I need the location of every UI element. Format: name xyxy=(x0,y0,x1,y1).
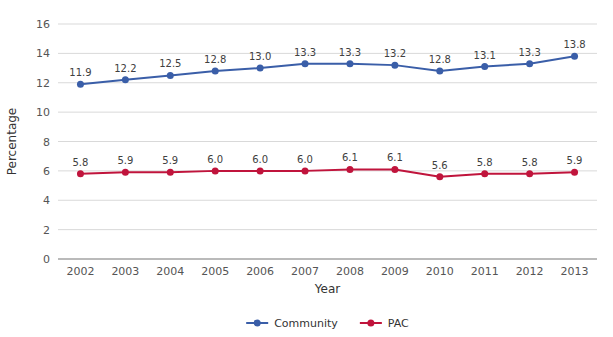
plot-area xyxy=(77,53,578,180)
point xyxy=(212,167,219,174)
point xyxy=(257,167,264,174)
data-label: 5.8 xyxy=(73,157,89,168)
point xyxy=(481,63,488,70)
y-tick-label: 16 xyxy=(36,18,50,31)
data-label: 5.9 xyxy=(162,155,178,166)
legend-label: PAC xyxy=(388,317,409,330)
legend-item: PAC xyxy=(360,317,409,330)
data-label: 13.3 xyxy=(294,47,316,58)
point xyxy=(481,170,488,177)
x-tick-label: 2009 xyxy=(381,265,409,278)
y-tick-label: 10 xyxy=(36,106,50,119)
data-label: 13.0 xyxy=(249,51,271,62)
data-label: 5.8 xyxy=(522,157,538,168)
data-label: 6.1 xyxy=(387,152,403,163)
grid-line xyxy=(58,229,597,230)
data-label: 12.5 xyxy=(159,58,181,69)
x-tick-label: 2006 xyxy=(246,265,274,278)
point xyxy=(167,169,174,176)
data-label: 5.9 xyxy=(117,155,133,166)
x-tick-label: 2010 xyxy=(426,265,454,278)
point xyxy=(346,60,353,67)
point xyxy=(571,169,578,176)
grid-line xyxy=(58,24,597,25)
grid-line xyxy=(58,82,597,83)
x-tick-label: 2004 xyxy=(156,265,184,278)
legend-label: Community xyxy=(274,317,338,330)
x-tick-label: 2007 xyxy=(291,265,319,278)
y-tick-label: 0 xyxy=(43,253,50,266)
data-label: 13.3 xyxy=(339,47,361,58)
legend-item: Community xyxy=(246,317,338,330)
data-label: 6.0 xyxy=(207,154,223,165)
chart: 0 2 4 6 8 10 12 14 16 2002 2003 2004 2005 2006 2007 200… xyxy=(0,0,613,337)
point xyxy=(526,170,533,177)
point xyxy=(302,60,309,67)
point xyxy=(122,76,129,83)
point xyxy=(302,167,309,174)
data-label: 12.2 xyxy=(114,63,136,74)
data-label: 12.8 xyxy=(429,54,451,65)
series-line xyxy=(80,56,574,84)
x-tick-label: 2003 xyxy=(111,265,139,278)
data-label: 5.8 xyxy=(477,157,493,168)
y-tick-label: 6 xyxy=(43,165,50,178)
y-tick-label: 2 xyxy=(43,224,50,237)
y-tick-label: 8 xyxy=(43,136,50,149)
data-label: 11.9 xyxy=(69,67,91,78)
data-label: 13.2 xyxy=(384,48,406,59)
y-tick-label: 14 xyxy=(36,47,50,60)
data-label: 5.9 xyxy=(567,155,583,166)
point xyxy=(391,166,398,173)
x-tick-label: 2002 xyxy=(66,265,94,278)
data-label: 13.1 xyxy=(474,50,496,61)
point xyxy=(571,53,578,60)
grid-line xyxy=(58,112,597,113)
y-axis-label: Percentage xyxy=(5,108,19,176)
x-axis-line xyxy=(58,259,597,260)
x-axis-label: Year xyxy=(314,282,340,296)
point xyxy=(77,170,84,177)
data-label: 6.1 xyxy=(342,152,358,163)
y-tick-label: 12 xyxy=(36,77,50,90)
data-label: 5.6 xyxy=(432,160,448,171)
data-label: 6.0 xyxy=(297,154,313,165)
x-tick-label: 2005 xyxy=(201,265,229,278)
point xyxy=(167,72,174,79)
point xyxy=(257,65,264,72)
grid-line xyxy=(58,141,597,142)
y-tick-label: 4 xyxy=(43,194,50,207)
legend: Community PAC xyxy=(246,317,409,330)
point xyxy=(212,68,219,75)
data-label: 6.0 xyxy=(252,154,268,165)
point xyxy=(526,60,533,67)
point xyxy=(436,173,443,180)
legend-marker xyxy=(367,320,374,327)
series-line xyxy=(80,169,574,176)
data-labels: 11.9 12.2 12.5 12.8 13.0 13.3 13.3 13.2 12.8 13.1… xyxy=(69,39,585,170)
grid-line xyxy=(58,259,597,260)
x-tick-label: 2012 xyxy=(516,265,544,278)
point xyxy=(436,68,443,75)
data-label: 13.8 xyxy=(563,39,585,50)
point xyxy=(122,169,129,176)
point xyxy=(77,81,84,88)
point xyxy=(346,166,353,173)
point xyxy=(391,62,398,69)
x-tick-label: 2013 xyxy=(561,265,589,278)
legend-marker xyxy=(254,320,261,327)
x-tick-label: 2008 xyxy=(336,265,364,278)
grid-line xyxy=(58,200,597,201)
data-label: 12.8 xyxy=(204,54,226,65)
grid-line xyxy=(58,53,597,54)
x-tick-label: 2011 xyxy=(471,265,499,278)
data-label: 13.3 xyxy=(518,47,540,58)
